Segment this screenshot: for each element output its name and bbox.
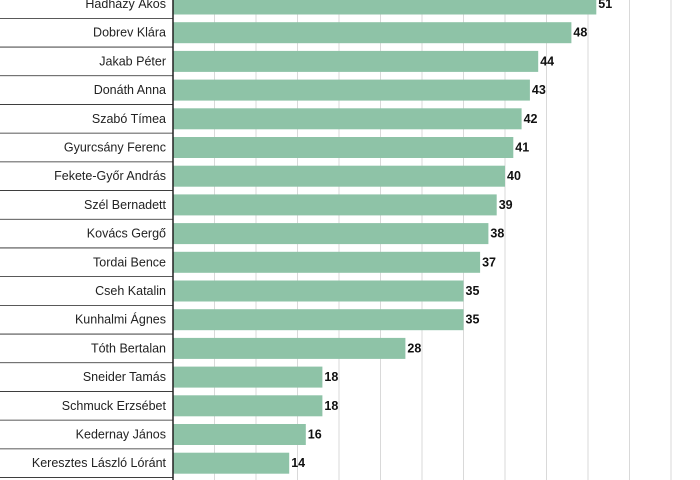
bar [173, 251, 481, 273]
value-label: 48 [573, 26, 587, 40]
value-label: 38 [490, 227, 504, 241]
value-label: 35 [466, 313, 480, 327]
category-label: Tordai Bence [93, 255, 166, 269]
category-label: Sneider Tamás [83, 370, 166, 384]
bar [173, 50, 539, 72]
category-label: Kovács Gergő [87, 227, 166, 241]
category-labels: Hadházy Ákos Dobrev Klára Jakab Péter Donát… [0, 0, 173, 478]
category-label: Hadházy Ákos [85, 0, 166, 11]
bar [173, 137, 514, 158]
bar [173, 165, 505, 187]
value-label: 44 [540, 54, 554, 68]
value-label: 43 [532, 83, 546, 97]
category-label: Gyurcsány Ferenc [64, 141, 166, 155]
bar [173, 337, 406, 359]
bar [173, 395, 323, 417]
value-label: 28 [407, 341, 421, 355]
bar [173, 223, 489, 245]
category-label: Szél Bernadett [84, 198, 167, 212]
category-label: Cseh Katalin [95, 284, 166, 298]
category-label: Kedernay János [76, 428, 166, 442]
bar [173, 309, 464, 331]
value-label: 14 [291, 456, 305, 470]
bar [173, 194, 497, 216]
value-label: 41 [515, 141, 529, 155]
value-label: 16 [308, 428, 322, 442]
category-label: Keresztes László Lóránt [32, 456, 167, 470]
bar [173, 424, 306, 445]
value-label: 18 [324, 399, 338, 413]
bar [173, 79, 530, 101]
bars [173, 0, 597, 474]
category-label: Szabó Tímea [92, 112, 166, 126]
value-label: 35 [466, 284, 480, 298]
category-label: Schmuck Erzsébet [62, 399, 167, 413]
category-label: Donáth Anna [94, 83, 166, 97]
category-label: Jakab Péter [99, 54, 166, 68]
value-label: 18 [324, 370, 338, 384]
bar [173, 280, 464, 302]
category-label: Dobrev Klára [93, 26, 166, 40]
value-label: 37 [482, 255, 496, 269]
value-label: 40 [507, 169, 521, 183]
bar [173, 108, 522, 130]
value-label: 42 [524, 112, 538, 126]
category-label: Kunhalmi Ágnes [75, 312, 166, 327]
bar [173, 366, 323, 388]
bar [173, 22, 572, 44]
value-label: 51 [598, 0, 612, 11]
bar [173, 0, 597, 15]
category-label: Tóth Bertalan [91, 341, 166, 355]
category-label: Fekete-Győr András [54, 169, 166, 183]
bar [173, 452, 290, 474]
value-label: 39 [499, 198, 513, 212]
